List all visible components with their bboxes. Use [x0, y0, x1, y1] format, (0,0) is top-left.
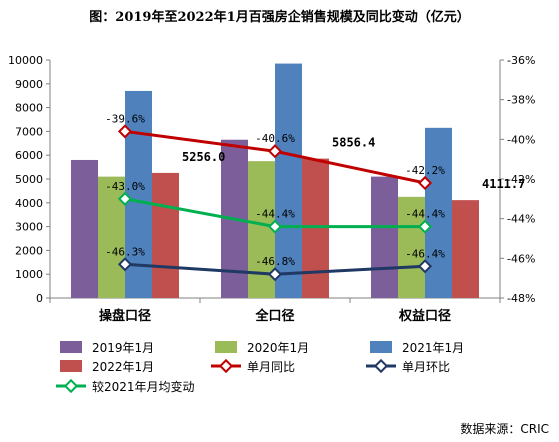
line-point-1-1	[267, 267, 283, 282]
y-tick-label: 2000	[15, 244, 43, 257]
line-point-2-2	[417, 219, 433, 234]
line-point-2-1	[267, 219, 283, 234]
legend-label: 单月同比	[247, 360, 295, 374]
x-category-label: 操盘口径	[99, 308, 151, 324]
y-tick-label: 4000	[15, 197, 43, 210]
legend-label: 2019年1月	[92, 341, 154, 355]
bar-1-0	[98, 176, 125, 298]
line-point-1-0	[117, 257, 133, 272]
line-point-2-0	[117, 191, 133, 206]
legend-label: 2020年1月	[247, 341, 309, 355]
y2-tick-label: -46%	[507, 252, 535, 265]
legend-swatch	[60, 341, 82, 353]
y-tick-label: 1000	[15, 268, 43, 281]
chart-title: 图：2019年至2022年1月百强房企销售规模及同比变动（亿元）	[89, 10, 470, 25]
source-note: 数据来源：CRIC	[460, 422, 549, 436]
line-data-label: -44.4%	[255, 208, 295, 221]
y2-tick-label: -36%	[507, 54, 535, 67]
line-data-label: -46.3%	[105, 245, 145, 258]
legend-swatch	[60, 360, 82, 372]
bar-3-2	[452, 200, 479, 298]
bar-0-2	[371, 176, 398, 298]
line-data-label: -46.4%	[405, 247, 445, 260]
bar-0-0	[71, 159, 98, 298]
line-point-0-1	[267, 144, 283, 159]
y-tick-label: 0	[36, 292, 43, 305]
legend-swatch	[370, 341, 392, 353]
bar-2-2	[425, 127, 452, 298]
bar-2-1	[275, 63, 302, 298]
bar-3-0	[152, 172, 179, 298]
y2-tick-label: -48%	[507, 292, 535, 305]
line-data-label: -42.2%	[405, 164, 445, 177]
y2-tick-label: -38%	[507, 94, 535, 107]
line-point-1-2	[417, 259, 433, 274]
legend-label: 较2021年月均变动	[92, 379, 195, 394]
line-data-label: -43.0%	[105, 180, 145, 193]
line-data-label: -46.8%	[255, 255, 295, 268]
line-point-0-0	[117, 124, 133, 139]
y-tick-label: 6000	[15, 149, 43, 162]
y-tick-label: 5000	[15, 173, 43, 186]
line-data-label: -40.6%	[255, 132, 295, 145]
legend-label: 单月环比	[402, 360, 450, 374]
bar-3-1	[302, 158, 329, 298]
legend-marker	[218, 358, 234, 374]
line-data-label: -44.4%	[405, 208, 445, 221]
y-tick-label: 9000	[15, 78, 43, 91]
x-category-label: 权益口径	[398, 308, 451, 324]
y2-tick-label: -40%	[507, 133, 535, 146]
y-tick-label: 7000	[15, 125, 43, 138]
y2-tick-label: -42%	[507, 173, 535, 186]
bar-data-label: 4111.7	[482, 177, 525, 191]
legend-marker	[63, 378, 79, 394]
bar-data-label: 5256.0	[182, 150, 225, 164]
bar-data-label: 5856.4	[332, 136, 375, 150]
line-point-0-2	[417, 175, 433, 191]
legend-swatch	[215, 341, 237, 353]
legend-label: 2021年1月	[402, 341, 464, 355]
y-tick-label: 3000	[15, 221, 43, 234]
x-category-label: 全口径	[254, 308, 294, 324]
y-tick-label: 10000	[8, 54, 43, 67]
bar-1-2	[398, 196, 425, 298]
y2-tick-label: -44%	[507, 213, 535, 226]
legend-label: 2022年1月	[92, 360, 154, 374]
legend-marker	[373, 358, 389, 374]
line-data-label: -39.6%	[105, 112, 145, 125]
y-tick-label: 8000	[15, 102, 43, 115]
